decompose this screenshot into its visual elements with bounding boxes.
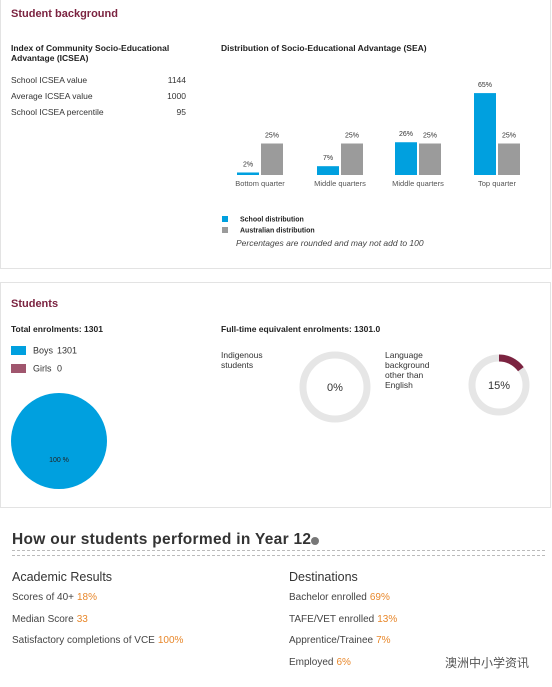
- background-panel: [0, 0, 551, 269]
- bar: [317, 166, 339, 175]
- perf-text: Satisfactory completions of VCE: [12, 635, 155, 646]
- bar: [237, 172, 259, 175]
- total-enrolments: Total enrolments: 1301: [11, 324, 103, 334]
- legend-swatch: [11, 346, 26, 355]
- legend-label: School distribution: [240, 216, 304, 223]
- perf-text: 13%: [377, 613, 398, 625]
- perf-text: Employed: [289, 656, 334, 668]
- row-label: School ICSEA percentile: [11, 107, 104, 117]
- section-title: Student background: [11, 8, 118, 20]
- students-panel: [0, 282, 551, 508]
- row-value: 1000: [167, 91, 186, 101]
- academic-title: Academic Results: [12, 570, 113, 584]
- perf-item: Employed 6%: [289, 657, 351, 668]
- perf-text: 33: [76, 613, 88, 625]
- section-title: Students: [11, 298, 59, 310]
- sea-title: Distribution of Socio-Educational Advant…: [221, 43, 427, 53]
- legend-label: Girls: [33, 363, 52, 373]
- perf-item: Apprentice/Trainee 7%: [289, 635, 391, 646]
- perf-text: TAFE/VET enrolled: [289, 613, 375, 625]
- destinations-title: Destinations: [289, 570, 358, 584]
- pie-slice: [11, 393, 107, 489]
- row-value: 95: [176, 107, 186, 117]
- value-label: 2%: [243, 161, 253, 168]
- perf-text: Apprentice/Trainee: [289, 635, 374, 646]
- perf-title: How our students performed in Year 12: [12, 531, 312, 548]
- perf-text: 7%: [376, 635, 391, 646]
- watermark: 澳洲中小学资讯: [445, 656, 530, 670]
- donut-track: [299, 351, 371, 423]
- donut-value: 0%: [327, 382, 343, 394]
- value-label: 25%: [345, 132, 359, 139]
- row-label: Average ICSEA value: [11, 91, 93, 101]
- perf-text: Bachelor enrolled: [289, 592, 367, 603]
- bar: [498, 143, 520, 175]
- perf-item: Scores of 40+ 18%: [12, 592, 97, 603]
- bar: [261, 143, 283, 175]
- value-label: 25%: [502, 132, 516, 139]
- donut-label: Language background other than English: [385, 350, 430, 390]
- donut-label: Indigenous students: [221, 350, 263, 370]
- bar: [474, 93, 496, 175]
- category-label: Middle quarters: [392, 179, 444, 188]
- legend-label: Boys: [33, 345, 54, 355]
- pie-label: 100 %: [49, 457, 69, 464]
- perf-item: Bachelor enrolled 69%: [289, 592, 390, 603]
- divider: [12, 550, 545, 556]
- perf-item: Satisfactory completions of VCE 100%: [12, 635, 183, 646]
- category-label: Bottom quarter: [235, 179, 285, 188]
- perf-text: Scores of 40+: [12, 592, 74, 603]
- perf-text: Median Score: [12, 613, 74, 625]
- category-label: Top quarter: [478, 179, 516, 188]
- icsea-title: Index of Community Socio-Educational Adv…: [11, 43, 170, 63]
- legend-swatch: [11, 364, 26, 373]
- perf-text: 6%: [336, 656, 351, 668]
- donut-arc: [468, 354, 530, 416]
- row-value: 1144: [167, 75, 186, 85]
- donut-value: 15%: [488, 380, 510, 392]
- legend-swatch: [222, 227, 228, 233]
- perf-text: 18%: [76, 592, 97, 603]
- value-label: 25%: [423, 132, 437, 139]
- note: Percentages are rounded and may not add …: [236, 238, 424, 248]
- help-icon[interactable]: [311, 537, 319, 545]
- legend-value: 0: [57, 363, 62, 373]
- value-label: 26%: [399, 131, 413, 138]
- value-label: 25%: [265, 132, 279, 139]
- value-label: 7%: [323, 155, 333, 162]
- legend-label: Australian distribution: [240, 227, 315, 234]
- legend-value: 1301: [57, 345, 77, 355]
- perf-text: 100%: [157, 635, 184, 646]
- perf-item: TAFE/VET enrolled 13%: [289, 614, 397, 625]
- value-label: 65%: [478, 82, 492, 89]
- row-label: School ICSEA value: [11, 75, 88, 85]
- category-label: Middle quarters: [314, 179, 366, 188]
- fte: Full-time equivalent enrolments: 1301.0: [221, 324, 381, 334]
- bar: [419, 143, 441, 175]
- bar: [341, 143, 363, 175]
- legend-swatch: [222, 216, 228, 222]
- perf-text: 69%: [369, 592, 390, 603]
- perf-item: Median Score 33: [12, 614, 88, 625]
- bar: [395, 142, 417, 175]
